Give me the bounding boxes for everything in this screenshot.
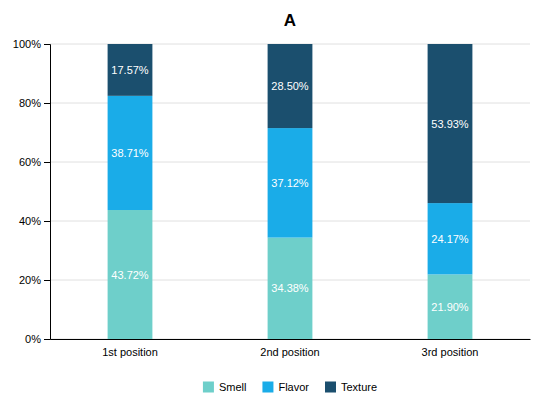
data-label: 21.90% bbox=[431, 301, 469, 313]
y-tick-mark bbox=[44, 221, 50, 222]
y-tick-label: 100% bbox=[13, 38, 41, 50]
legend-item: Smell bbox=[203, 381, 247, 393]
y-tick-mark bbox=[44, 339, 50, 340]
legend-item: Flavor bbox=[262, 381, 309, 393]
legend-label: Texture bbox=[341, 381, 377, 393]
title: A bbox=[284, 11, 296, 30]
x-axis-line bbox=[51, 339, 531, 340]
y-axis-line bbox=[44, 45, 51, 340]
y-tick-label: 40% bbox=[19, 215, 41, 227]
bar-segment bbox=[108, 44, 153, 96]
data-label: 43.72% bbox=[111, 269, 149, 281]
legend-swatch bbox=[262, 382, 273, 393]
x-tick-label: 1st position bbox=[102, 346, 158, 358]
y-tick-label: 0% bbox=[25, 333, 41, 345]
legend-label: Smell bbox=[219, 381, 247, 393]
y-tick-mark bbox=[44, 280, 50, 281]
legend-swatch bbox=[203, 382, 214, 393]
x-axis: 1st position 2nd position 3rd position bbox=[51, 340, 531, 358]
y-tick: 40% bbox=[19, 215, 50, 227]
bar-segment bbox=[428, 203, 473, 274]
bar-segment bbox=[108, 96, 153, 210]
y-axis: 0% 20% 40% 60% 80% 100% bbox=[13, 38, 51, 345]
data-label: 24.17% bbox=[431, 233, 469, 245]
y-tick-mark bbox=[44, 103, 50, 104]
data-label: 17.57% bbox=[111, 64, 149, 76]
bar-segment bbox=[428, 44, 473, 203]
bar-segment bbox=[268, 128, 313, 238]
data-label: 28.50% bbox=[271, 80, 309, 92]
legend-swatch bbox=[325, 382, 336, 393]
y-tick-label: 20% bbox=[19, 274, 41, 286]
legend-item: Texture bbox=[325, 381, 377, 393]
legend-label: Flavor bbox=[278, 381, 309, 393]
data-labels: 43.72% 34.38% 21.90% 38.71% 37.12% 24.17% 17.5… bbox=[111, 64, 469, 313]
bar-segment bbox=[268, 44, 313, 128]
data-label: 53.93% bbox=[431, 118, 469, 130]
x-tick: 2nd position bbox=[260, 346, 319, 358]
legend: Smell Flavor Texture bbox=[203, 381, 377, 393]
data-label: 34.38% bbox=[271, 282, 309, 294]
bars bbox=[108, 44, 473, 339]
y-tick: 20% bbox=[19, 274, 50, 286]
y-tick-mark bbox=[44, 162, 50, 163]
y-tick: 0% bbox=[25, 333, 50, 345]
y-tick-label: 60% bbox=[19, 156, 41, 168]
x-tick-label: 3rd position bbox=[422, 346, 479, 358]
data-label: 38.71% bbox=[111, 147, 149, 159]
y-tick: 80% bbox=[19, 97, 50, 109]
bar-segment bbox=[428, 274, 473, 339]
data-label: 37.12% bbox=[271, 177, 309, 189]
y-tick: 100% bbox=[13, 38, 50, 50]
bar-segment bbox=[108, 210, 153, 339]
y-tick: 60% bbox=[19, 156, 50, 168]
x-tick: 3rd position bbox=[422, 346, 479, 358]
y-tick-mark bbox=[44, 44, 50, 45]
x-tick-label: 2nd position bbox=[260, 346, 319, 358]
chart: 43.72% 34.38% 21.90% 38.71% 37.12% 24.17% 17.5… bbox=[0, 0, 550, 411]
y-tick-label: 80% bbox=[19, 97, 41, 109]
grid bbox=[50, 44, 530, 339]
x-tick: 1st position bbox=[102, 346, 158, 358]
bar-segment bbox=[268, 238, 313, 339]
